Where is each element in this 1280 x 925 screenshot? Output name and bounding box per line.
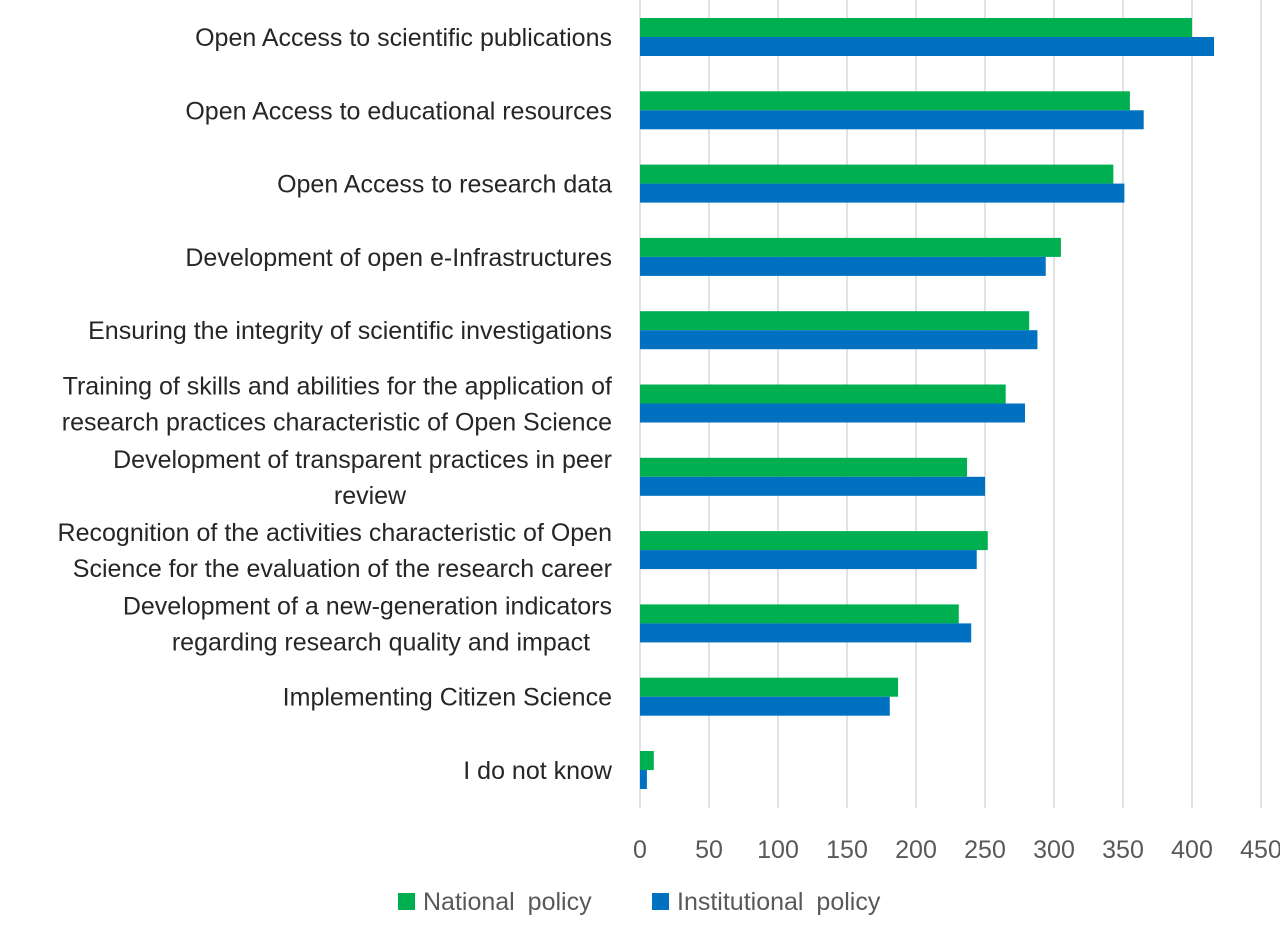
- x-tick-label: 300: [1033, 836, 1075, 864]
- x-tick-label: 250: [964, 836, 1006, 864]
- bar-national-policy: [640, 237, 1061, 257]
- x-tick-label: 400: [1171, 836, 1213, 864]
- category-label: review: [334, 482, 407, 510]
- bar-institutional-policy: [640, 37, 1215, 56]
- bar-national-policy: [640, 384, 1006, 404]
- x-tick-label: 0: [633, 836, 647, 864]
- bar-national-policy: [640, 751, 654, 770]
- legend: National policy Institutional policy: [398, 888, 881, 916]
- legend-label-institutional: Institutional policy: [677, 888, 881, 916]
- category-label: Development of a new-generation indicato…: [123, 592, 612, 620]
- category-label: Development of open e-Infrastructures: [185, 244, 612, 272]
- bar-national-policy: [640, 531, 988, 551]
- bar-institutional-policy: [640, 770, 647, 789]
- bar-institutional-policy: [640, 183, 1125, 203]
- category-label: Recognition of the activities characteri…: [58, 519, 612, 547]
- bar-national-policy: [640, 604, 959, 624]
- category-label: Development of transparent practices in …: [113, 446, 612, 474]
- bar-institutional-policy: [640, 550, 977, 570]
- bar-institutional-policy: [640, 403, 1026, 423]
- category-labels: Open Access to scientific publications Op…: [58, 24, 613, 785]
- x-tick-label: 50: [695, 836, 723, 864]
- legend-label-national: National policy: [423, 888, 592, 916]
- bar-institutional-policy: [640, 623, 972, 643]
- bar-national-policy: [640, 457, 968, 477]
- category-label: I do not know: [463, 757, 613, 785]
- bar-national-policy: [640, 677, 899, 697]
- x-axis-ticks: 0 50 100 150 200 250 300 350 400 450: [633, 836, 1280, 864]
- category-label: Ensuring the integrity of scientific inv…: [88, 317, 612, 345]
- bar-institutional-policy: [640, 476, 985, 496]
- x-tick-label: 350: [1102, 836, 1144, 864]
- bar-national-policy: [640, 18, 1192, 37]
- category-label: regarding research quality and impact: [172, 628, 590, 656]
- category-label: research practices characteristic of Ope…: [62, 409, 612, 437]
- x-tick-label: 150: [826, 836, 868, 864]
- category-label: Open Access to scientific publications: [195, 24, 612, 52]
- bar-national-policy: [640, 311, 1030, 331]
- category-label: Open Access to research data: [277, 171, 612, 199]
- bars: [640, 18, 1215, 789]
- bar-institutional-policy: [640, 330, 1038, 350]
- legend-swatch-national: [398, 893, 415, 910]
- category-label: Open Access to educational resources: [185, 97, 612, 125]
- category-label: Training of skills and abilities for the…: [63, 373, 612, 401]
- x-tick-label: 100: [757, 836, 799, 864]
- bar-institutional-policy: [640, 110, 1144, 130]
- bar-national-policy: [640, 164, 1114, 184]
- bar-institutional-policy: [640, 256, 1046, 276]
- legend-swatch-institutional: [652, 893, 669, 910]
- x-tick-label: 450: [1240, 836, 1280, 864]
- x-tick-label: 200: [895, 836, 937, 864]
- bar-national-policy: [640, 91, 1130, 111]
- category-label: Implementing Citizen Science: [283, 684, 612, 712]
- bar-institutional-policy: [640, 696, 890, 716]
- category-label: Science for the evaluation of the resear…: [73, 555, 612, 583]
